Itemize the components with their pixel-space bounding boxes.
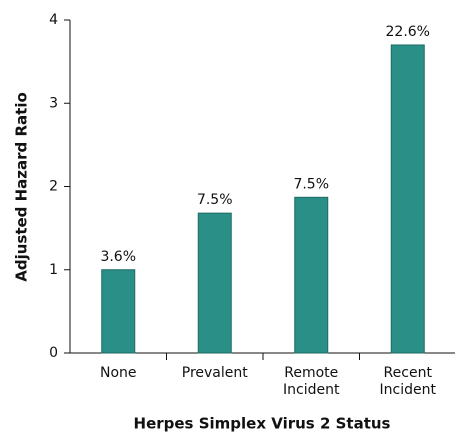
x-tick-label: Incident — [283, 382, 340, 398]
y-tick-label: 0 — [49, 345, 58, 361]
x-tick-label: Incident — [380, 382, 437, 398]
bar — [390, 44, 425, 354]
x-tick-label: None — [100, 365, 137, 381]
bar-annotation: 3.6% — [100, 249, 136, 265]
y-axis-title: Adjusted Hazard Ratio — [13, 92, 31, 282]
bar — [101, 269, 136, 354]
bar — [294, 196, 329, 354]
y-tick-label: 1 — [49, 262, 58, 278]
bar-annotation: 7.5% — [197, 192, 233, 208]
x-tick-label: Prevalent — [182, 365, 248, 381]
y-tick-label: 4 — [49, 12, 58, 28]
y-tick-label: 2 — [49, 179, 58, 195]
y-tick-label: 3 — [49, 95, 58, 111]
bar-annotation: 7.5% — [293, 176, 329, 192]
bar-annotation: 22.6% — [386, 24, 430, 40]
x-axis-title: Herpes Simplex Virus 2 Status — [134, 415, 391, 433]
x-tick-label: Remote — [284, 365, 338, 381]
x-tick-label: Recent — [384, 365, 433, 381]
bar — [197, 212, 232, 354]
